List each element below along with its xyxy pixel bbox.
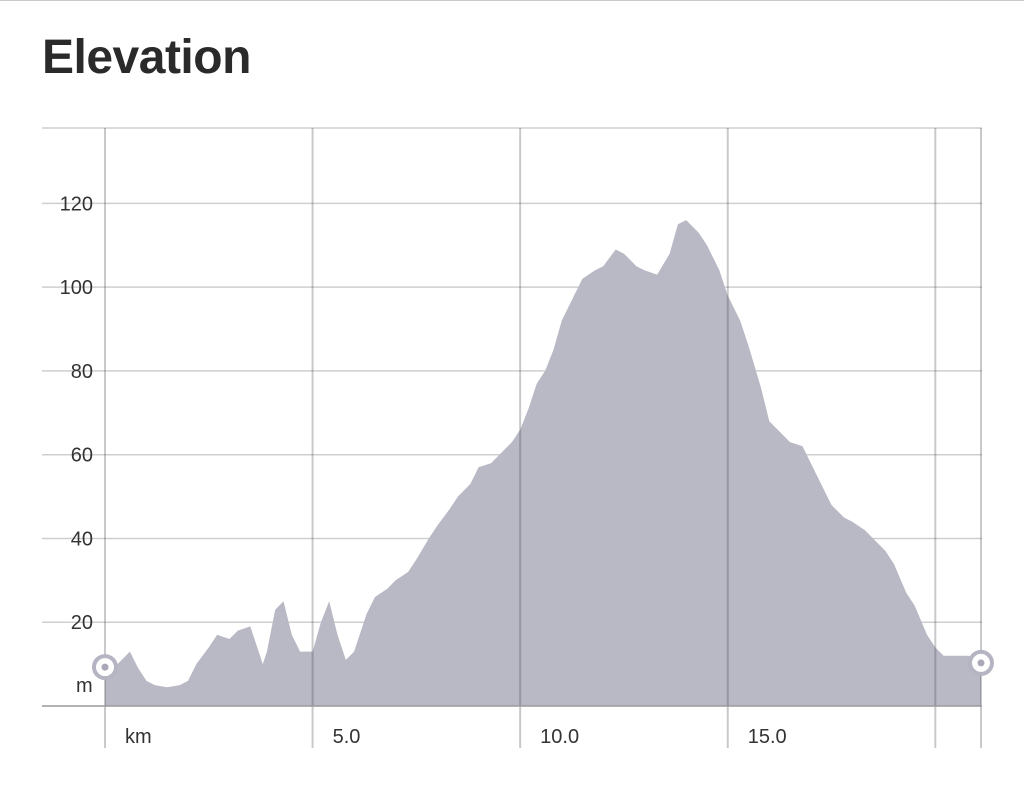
- route-markers: [92, 649, 994, 681]
- y-tick-label: 40: [71, 528, 93, 550]
- start-marker-dot: [101, 663, 109, 671]
- y-tick-label: 80: [71, 361, 93, 383]
- x-tick-label: 15.0: [748, 726, 787, 748]
- km-gridlines: [104, 128, 982, 748]
- y-tick-label: 120: [60, 193, 93, 215]
- x-tick-labels: 5.0 10.0 15.0: [333, 726, 787, 748]
- y-tick-label: 20: [71, 612, 93, 634]
- x-tick-label: 5.0: [333, 726, 361, 748]
- y-tick-label: 60: [71, 445, 93, 467]
- elevation-area: [105, 220, 981, 706]
- x-tick-label: 10.0: [540, 726, 579, 748]
- page-title: Elevation: [42, 31, 251, 84]
- x-axis-unit: km: [125, 726, 152, 748]
- y-tick-label: 100: [60, 277, 93, 299]
- end-marker-dot: [977, 659, 985, 667]
- top-divider: [0, 0, 1024, 1]
- y-tick-labels: 20 40 60 80 100 120: [60, 193, 93, 634]
- y-axis-unit: m: [76, 675, 93, 697]
